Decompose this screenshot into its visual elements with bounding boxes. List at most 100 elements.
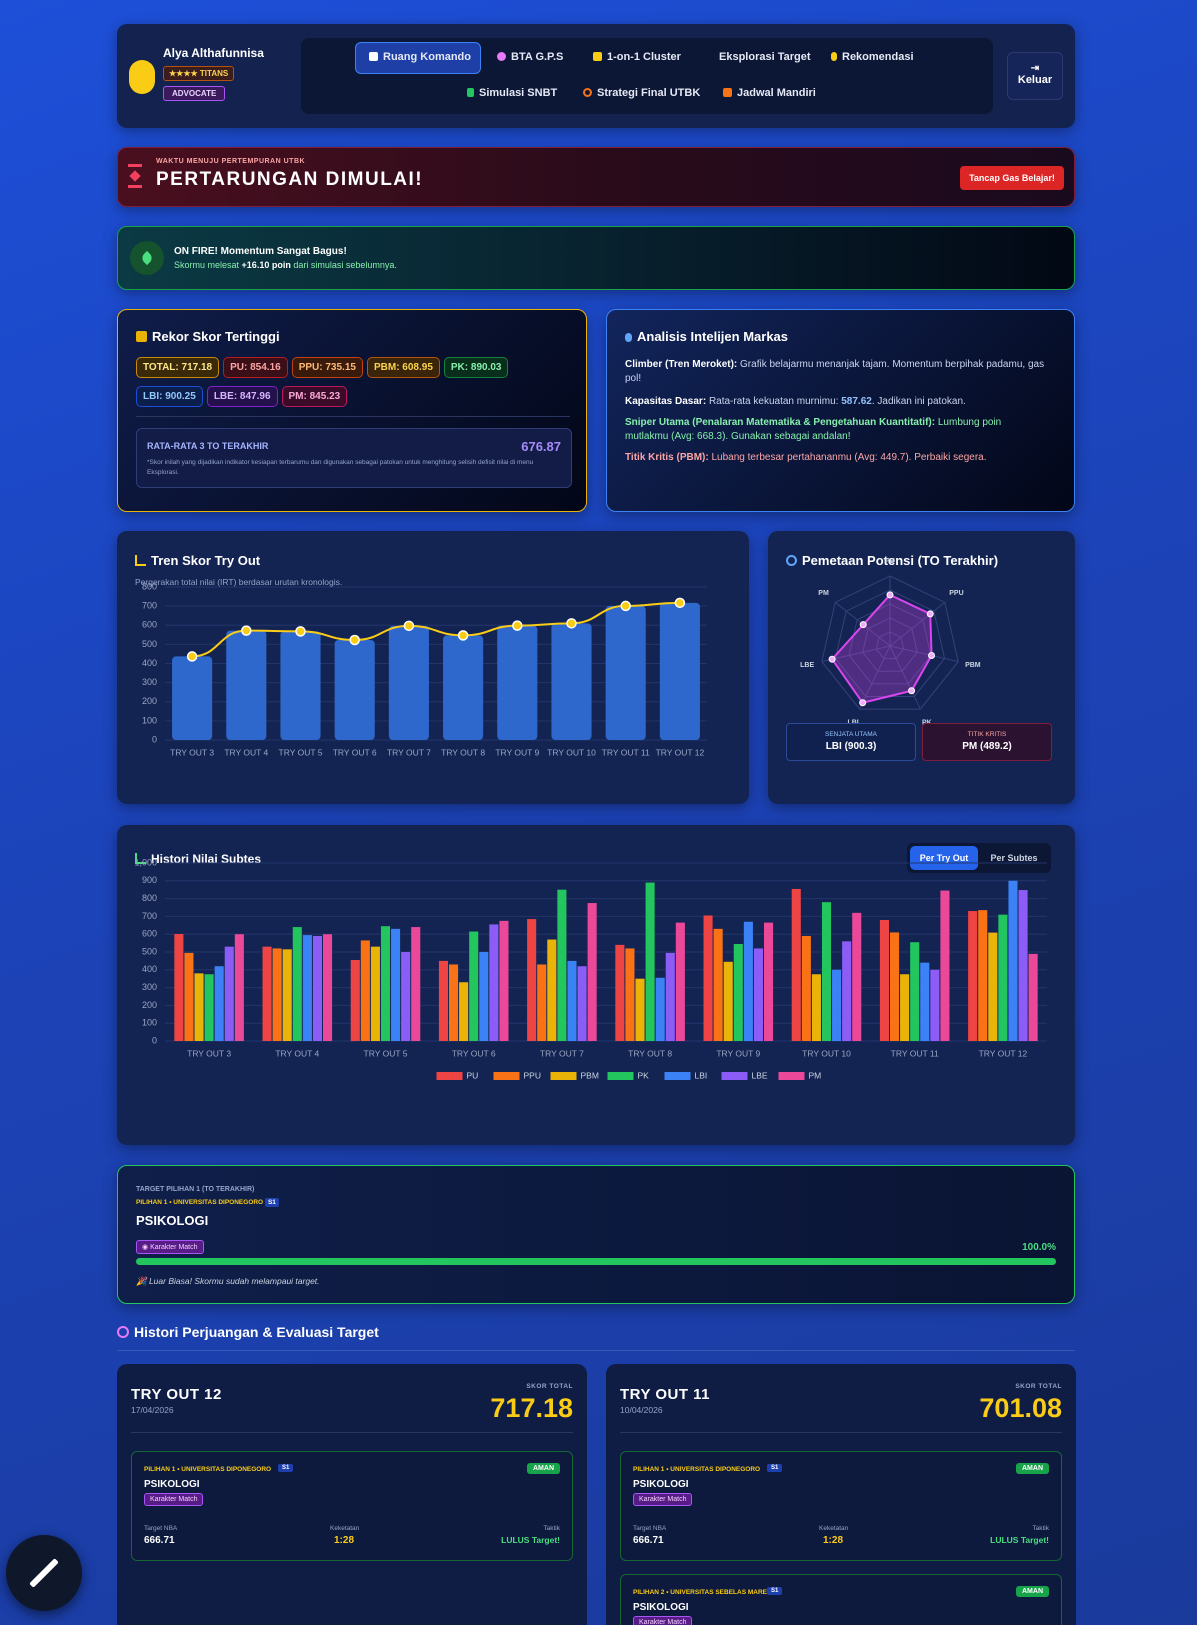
nav-item[interactable]: 1-on-1 Cluster — [593, 51, 681, 63]
nav-label[interactable]: Strategi Final UTBK — [597, 87, 701, 99]
average-value: 676.87 — [521, 439, 561, 454]
radar-axis-label: PU — [885, 558, 895, 565]
radar-card: Pemetaan Potensi (TO Terakhir) PUPPUPBMP… — [768, 531, 1075, 804]
radar-axis-label: PPU — [949, 590, 963, 597]
rank: TITANS — [199, 69, 229, 78]
bar — [292, 927, 302, 1041]
banner-button[interactable]: Tancap Gas Belajar! — [960, 166, 1064, 190]
subtest-card: Histori Nilai Subtes Per Try Out Per Sub… — [117, 825, 1075, 1145]
bar — [194, 973, 204, 1041]
legend-swatch — [436, 1072, 463, 1080]
trend-point — [457, 630, 469, 641]
x-tick-label: TRY OUT 7 — [540, 1048, 584, 1058]
degree: S1 — [278, 1464, 294, 1472]
nav-label[interactable]: Simulasi SNBT — [479, 87, 558, 99]
note: Luar Biasa! Skormu sudah melampaui targe… — [148, 1276, 320, 1286]
chip: LBE: 847.96 — [206, 386, 278, 407]
toggle-button[interactable]: Per Try Out — [910, 846, 978, 870]
nav-label[interactable]: BTA G.P.S — [511, 51, 564, 63]
bar — [842, 941, 852, 1041]
nav-item[interactable]: Rekomendasi — [831, 51, 914, 63]
trend-point — [620, 600, 631, 612]
legend-label: LBE — [752, 1070, 768, 1080]
chip: PU: 854.16 — [223, 357, 288, 378]
radar-point — [908, 687, 916, 695]
legend-swatch — [607, 1072, 634, 1080]
tag: Karakter Match — [150, 1244, 198, 1251]
trend-point — [186, 651, 198, 662]
card-date: 10/04/2026 — [620, 1405, 663, 1415]
progress-label: 100.0% — [1022, 1242, 1056, 1253]
bar — [930, 969, 940, 1041]
nav-label[interactable]: Jadwal Mandiri — [737, 87, 816, 99]
bar — [401, 952, 411, 1041]
bar — [723, 961, 733, 1041]
role-badge: ADVOCATE — [163, 86, 226, 101]
item-text: Grafik belajarmu menanjak tajam. Momentu… — [625, 359, 1045, 384]
bar — [713, 928, 723, 1041]
average-box: RATA-RATA 3 TO TERAKHIR 676.87 *Skor ini… — [136, 428, 572, 488]
x-tick-label: TRY OUT 6 — [452, 1048, 496, 1058]
text: Skormu melesat — [174, 260, 240, 270]
ratio-value: 1:28 — [334, 1535, 355, 1546]
x-tick-label: TRY OUT 5 — [279, 747, 323, 757]
nav-label[interactable]: 1-on-1 Cluster — [607, 51, 681, 63]
bar — [497, 625, 538, 740]
bar — [411, 927, 421, 1041]
radar-ring — [848, 603, 932, 685]
nav-item[interactable]: Ruang Komando — [369, 51, 471, 63]
radar-axis-label: PM — [818, 590, 829, 597]
nav-label[interactable]: Rekomendasi — [842, 51, 914, 63]
tactic-label: Taktik — [543, 1525, 560, 1532]
radar-point — [859, 621, 867, 629]
strongest-value: LBI (900.3) — [825, 741, 877, 752]
title: Pemetaan Potensi (TO Terakhir) — [802, 553, 999, 568]
nav-item[interactable]: Simulasi SNBT — [467, 87, 557, 99]
item-text: Lubang terbesar pertahananmu (Avg: 449.7… — [711, 452, 987, 463]
header: Alya Althafunnisa ★★★★ TITANS ADVOCATE R… — [117, 24, 1075, 128]
logout-label[interactable]: Keluar — [1017, 74, 1053, 86]
toggle-button[interactable]: Per Subtes — [990, 853, 1038, 863]
nav-item[interactable]: Strategi Final UTBK — [583, 87, 700, 99]
item-text: . Jadikan ini patokan. — [871, 396, 966, 407]
choice-name: PILIHAN 1 • UNIVERSITAS DIPONEGORO — [144, 1466, 272, 1473]
trend-subtitle: Pergerakan total nilai (IRT) berdasar ur… — [135, 577, 343, 587]
nav-label[interactable]: Ruang Komando — [383, 51, 471, 63]
x-tick-label: TRY OUT 11 — [602, 747, 650, 757]
target-card: TARGET PILIHAN 1 (TO TERAKHIR) PILIHAN 1… — [117, 1165, 1075, 1304]
bar — [282, 949, 292, 1041]
trend-title: Tren Skor Try Out — [135, 553, 260, 568]
bar — [388, 625, 429, 740]
history-card: TRY OUT 11 10/04/2026 SKOR TOTAL 701.08 PILI… — [606, 1364, 1076, 1625]
text: dari simulasi sebelumnya. — [293, 260, 397, 270]
history-card: TRY OUT 12 17/04/2026 SKOR TOTAL 717.18 PILI… — [117, 1364, 587, 1625]
x-tick-label: TRY OUT 10 — [547, 747, 596, 757]
legend-label: PK — [638, 1070, 650, 1080]
bar — [764, 922, 774, 1041]
analysis-item: Titik Kritis (PBM): Lubang terbesar pert… — [625, 451, 1045, 465]
nav-item[interactable]: Eksplorasi Target — [719, 51, 811, 63]
logout-button[interactable]: ⇥ Keluar — [1007, 52, 1063, 100]
bar — [635, 978, 645, 1041]
choice: PILIHAN 1 • UNIVERSITAS DIPONEGORO — [136, 1199, 264, 1206]
target-label: Target NBA — [633, 1525, 667, 1532]
target-note: 🎉 Luar Biasa! Skormu sudah melampaui tar… — [136, 1276, 320, 1286]
nav-item[interactable]: Jadwal Mandiri — [723, 87, 816, 99]
trend-point — [674, 597, 686, 609]
countdown-banner: WAKTU MENUJU PERTEMPURAN UTBK PERTARUNGA… — [117, 147, 1075, 207]
y-tick-label: 700 — [142, 601, 157, 611]
edit-fab[interactable] — [6, 1535, 82, 1611]
y-tick-label: 0 — [152, 734, 157, 744]
item-label: Kapasitas Dasar: — [625, 396, 707, 407]
bar — [940, 890, 950, 1041]
analysis-item: Climber (Tren Meroket): Grafik belajarmu… — [625, 358, 1045, 386]
bar — [557, 889, 567, 1041]
nav-label[interactable]: Eksplorasi Target — [719, 51, 811, 63]
radar-area — [830, 593, 933, 704]
bar — [920, 962, 930, 1041]
legend-swatch — [721, 1072, 748, 1080]
nav-item[interactable]: BTA G.P.S — [497, 51, 563, 63]
y-tick-label: 300 — [142, 677, 157, 687]
target-choice: PILIHAN 1 • UNIVERSITAS DIPONEGORO S1 — [136, 1198, 279, 1207]
radar-point — [859, 699, 867, 707]
